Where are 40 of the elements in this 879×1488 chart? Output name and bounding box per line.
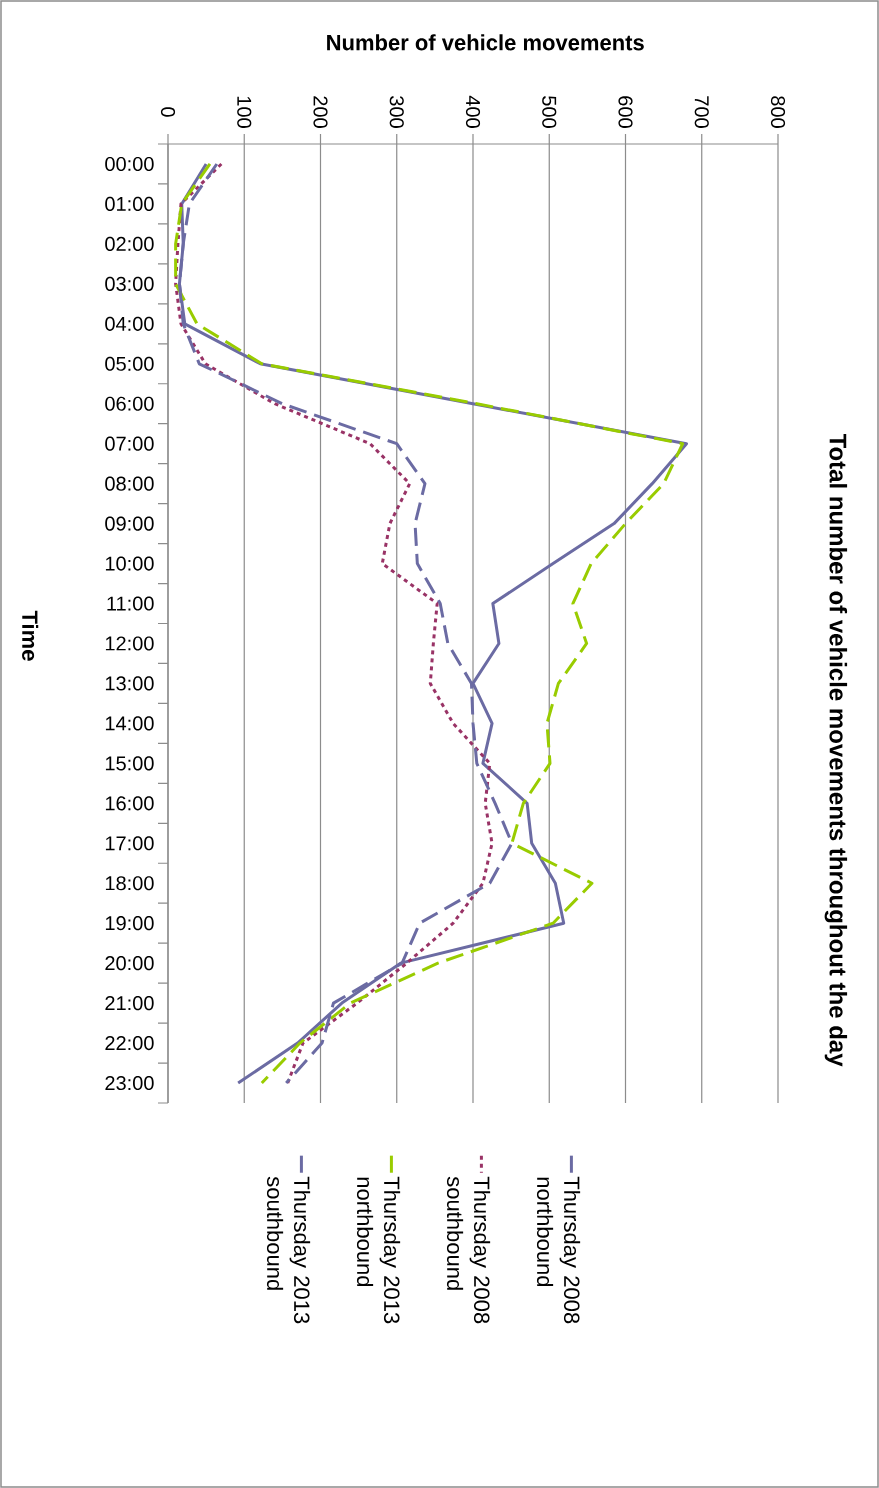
y-tick-label: 20:00 [105,956,154,971]
y-tick-label: 04:00 [105,316,154,331]
legend-label: Thursday 2008 southbound [446,1176,491,1324]
y-tick-label: 00:00 [105,156,154,172]
x-tick-label: 800 [770,96,786,128]
x-tick-label: 300 [389,96,404,128]
y-tick-label: 02:00 [105,236,154,251]
x-tick-label: 600 [618,96,633,128]
y-tick-label: 17:00 [105,836,154,851]
x-tick-label: 400 [465,95,481,128]
y-tick-label: 06:00 [105,396,154,411]
y-tick-label: 07:00 [105,436,154,451]
y-tick-label: 09:00 [105,516,154,531]
y-tick-label: 18:00 [105,876,154,891]
y-tick-label: 19:00 [105,916,154,931]
y-tick-label: 13:00 [105,676,154,691]
y-tick-label: 10:00 [105,556,154,571]
y-tick-label: 22:00 [105,1036,154,1051]
x-tick-label: 700 [694,96,709,128]
x-tick-label: 0 [160,107,176,117]
text: Total number of vehicle movements throughout the day [824,433,848,1067]
y-tick-label: 05:00 [105,356,154,371]
x-tick-label: 200 [313,96,328,128]
x-tick-label: 500 [542,96,557,128]
y-tick-label: 03:00 [105,276,154,291]
legend-label: Thursday 2008 northbound [536,1176,581,1324]
y-tick-label: 16:00 [105,796,154,811]
x-axis-title: Number of vehicle movements [327,34,644,51]
y-tick-label: 15:00 [105,756,154,771]
y-tick-label: 01:00 [105,196,154,212]
x-tick-label: 100 [237,96,252,128]
y-tick-label: 14:00 [105,716,154,731]
y-tick-label: 11:00 [107,596,154,611]
y-tick-label: 21:00 [105,996,154,1011]
legend-label: Thursday 2013 southbound [266,1176,311,1324]
legend-label: Thursday 2013 northbound [356,1176,401,1324]
y-axis-title: Time [22,610,39,661]
y-tick-label: 08:00 [105,476,154,491]
y-tick-label: 12:00 [105,636,154,651]
y-tick-label: 23:00 [105,1075,154,1091]
